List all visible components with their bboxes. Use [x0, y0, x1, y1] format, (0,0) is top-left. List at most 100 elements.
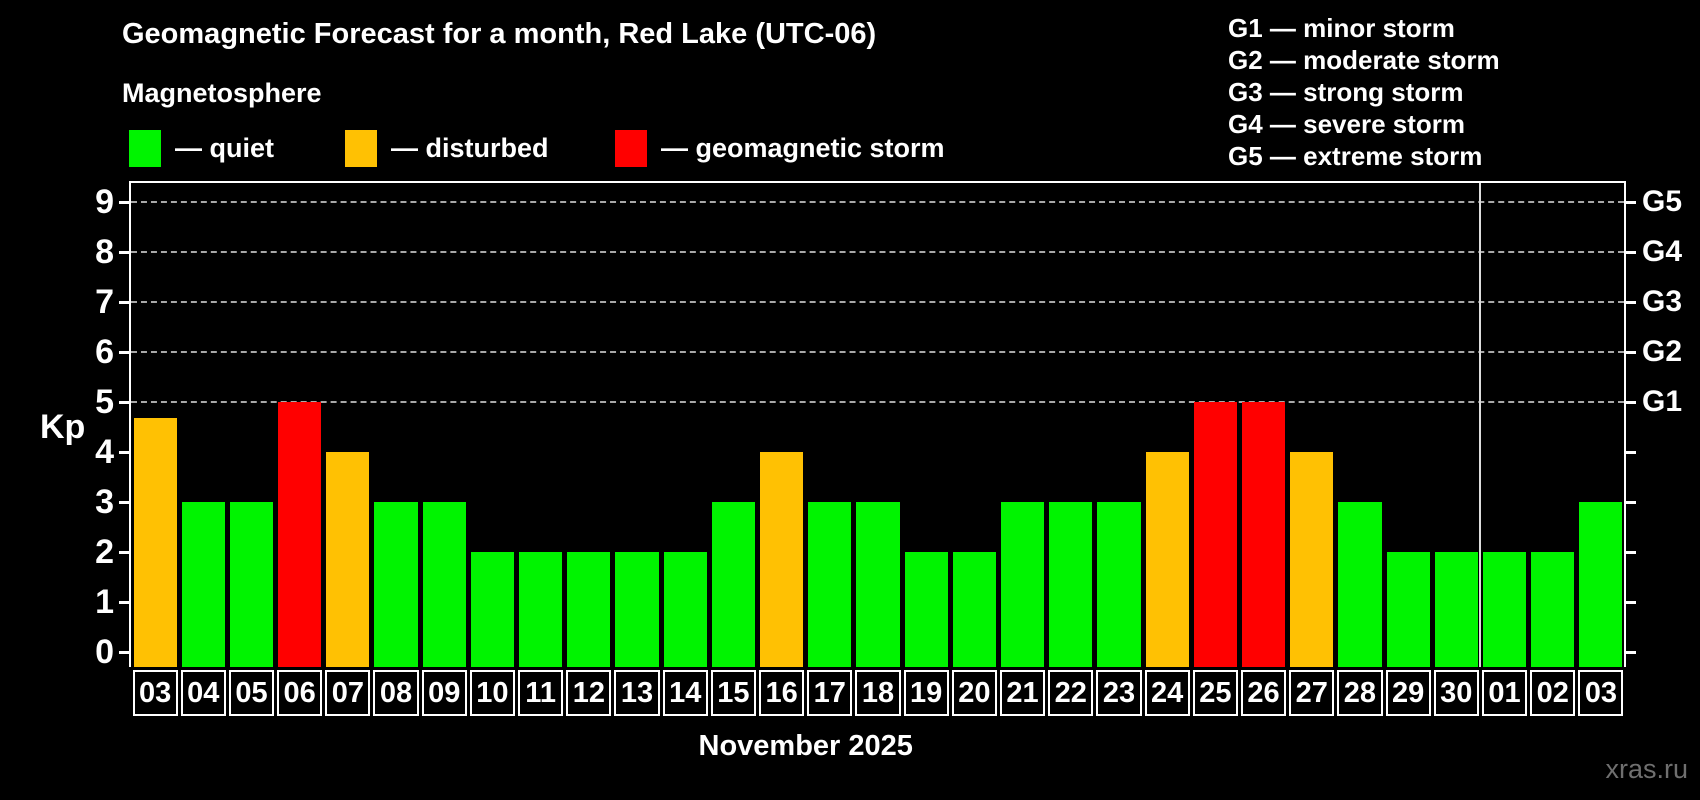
magnetosphere-label: Magnetosphere [122, 78, 322, 108]
x-label-nov-06: 06 [277, 670, 323, 716]
gridline-kp5 [131, 400, 1624, 403]
bar-nov-17 [808, 501, 852, 667]
bar-nov-22 [1049, 501, 1093, 667]
x-label-nov-04: 04 [180, 670, 226, 716]
x-label-nov-11: 11 [518, 670, 564, 716]
y-tick-8 [119, 250, 129, 254]
bar-nov-13 [615, 551, 659, 667]
month-separator-line [1479, 183, 1482, 667]
storm-swatch-icon [615, 129, 647, 167]
right-tick-4 [1626, 450, 1636, 454]
bar-nov-10 [470, 551, 515, 667]
x-label-nov-18: 18 [855, 670, 901, 716]
legend-item-disturbed: — disturbed [345, 129, 549, 167]
y-tick-label-6: 6 [95, 332, 114, 371]
bar-nov-27 [1290, 451, 1334, 667]
x-label-nov-21: 21 [999, 670, 1046, 716]
bar-nov-06 [278, 401, 322, 667]
g-label-g5: G5 [1642, 184, 1683, 218]
gridline-kp6 [131, 350, 1624, 353]
disturbed-swatch-icon [345, 129, 377, 167]
x-label-nov-19: 19 [903, 670, 949, 716]
y-tick-label-3: 3 [95, 482, 114, 521]
month-label: November 2025 [698, 730, 913, 762]
right-tick-0 [1626, 651, 1636, 654]
x-label-nov-03: 03 [132, 670, 178, 716]
bar-nov-03 [133, 418, 177, 667]
y-tick-9 [119, 200, 129, 204]
x-label-nov-16: 16 [759, 670, 805, 716]
g-label-g3: G3 [1642, 284, 1683, 318]
bar-nov-30 [1434, 551, 1478, 667]
x-label-nov-22: 22 [1048, 670, 1094, 716]
x-label-nov-10: 10 [469, 670, 516, 716]
bar-nov-14 [663, 551, 707, 667]
x-label-nov-26: 26 [1240, 670, 1287, 716]
bar-nov-20 [952, 551, 996, 667]
bar-nov-19 [904, 551, 948, 667]
y-tick-label-1: 1 [95, 582, 114, 621]
x-label-dec-03: 03 [1578, 670, 1624, 716]
x-label-nov-27: 27 [1289, 670, 1335, 716]
y-tick-label-8: 8 [95, 232, 114, 271]
x-label-nov-15: 15 [710, 670, 756, 716]
right-tick-7 [1626, 300, 1636, 304]
x-label-nov-28: 28 [1337, 670, 1383, 716]
y-tick-0 [119, 651, 129, 654]
g-legend-line-g4: G4 — severe storm [1228, 109, 1466, 139]
watermark: xras.ru [1605, 754, 1688, 784]
bar-nov-18 [856, 501, 900, 667]
x-label-dec-02: 02 [1530, 670, 1576, 716]
bar-dec-01 [1482, 551, 1527, 667]
y-tick-5 [119, 400, 129, 404]
x-label-nov-09: 09 [421, 670, 467, 716]
bar-dec-02 [1531, 551, 1575, 667]
plot-area [129, 181, 1626, 667]
x-label-nov-14: 14 [662, 670, 708, 716]
quiet-swatch-icon [129, 129, 161, 167]
right-tick-6 [1626, 350, 1636, 354]
chart-title: Geomagnetic Forecast for a month, Red La… [122, 18, 877, 50]
bar-nov-29 [1386, 551, 1430, 667]
gridline-kp8 [131, 250, 1624, 253]
y-tick-3 [119, 500, 129, 504]
right-tick-3 [1626, 500, 1636, 504]
g-label-g2: G2 [1642, 334, 1683, 368]
bar-nov-08 [374, 501, 418, 667]
x-label-nov-17: 17 [807, 670, 853, 716]
g-legend-line-g3: G3 — strong storm [1228, 77, 1464, 107]
legend-item-quiet: — quiet [129, 129, 274, 167]
g-legend-line-g1: G1 — minor storm [1228, 13, 1455, 43]
bar-nov-24 [1145, 451, 1189, 667]
y-tick-1 [119, 600, 129, 604]
y-tick-7 [119, 300, 129, 304]
x-label-nov-13: 13 [614, 670, 660, 716]
x-label-nov-25: 25 [1192, 670, 1238, 716]
y-tick-label-4: 4 [95, 432, 114, 471]
y-tick-label-5: 5 [95, 382, 114, 421]
right-tick-8 [1626, 250, 1636, 254]
x-label-nov-24: 24 [1144, 670, 1190, 716]
bar-nov-21 [1000, 501, 1045, 667]
right-tick-1 [1626, 600, 1636, 604]
bar-dec-03 [1579, 501, 1623, 667]
g-label-g1: G1 [1642, 384, 1683, 418]
bar-nov-28 [1338, 501, 1382, 667]
x-label-nov-12: 12 [566, 670, 612, 716]
legend-item-storm: — geomagnetic storm [615, 129, 945, 167]
x-label-nov-20: 20 [951, 670, 997, 716]
g-legend-line-g2: G2 — moderate storm [1228, 45, 1500, 75]
x-label-nov-07: 07 [325, 670, 371, 716]
bar-nov-15 [711, 501, 755, 667]
legend-label-disturbed: — disturbed [391, 132, 549, 163]
x-label-nov-30: 30 [1433, 670, 1479, 716]
bar-nov-23 [1097, 501, 1141, 667]
x-label-dec-01: 01 [1481, 670, 1528, 716]
y-tick-label-0: 0 [95, 633, 114, 671]
y-axis-title: Kp [40, 408, 86, 446]
bar-nov-11 [519, 551, 563, 667]
y-tick-6 [119, 350, 129, 354]
x-label-nov-08: 08 [373, 670, 419, 716]
gridline-kp7 [131, 300, 1624, 303]
y-tick-label-9: 9 [95, 182, 114, 221]
